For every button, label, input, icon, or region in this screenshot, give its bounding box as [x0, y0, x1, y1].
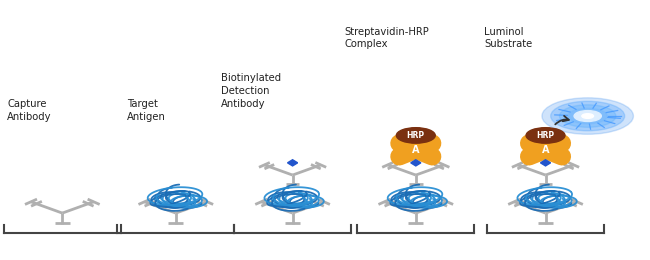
Text: Luminol
Substrate: Luminol Substrate — [484, 27, 532, 49]
Text: HRP: HRP — [407, 131, 425, 140]
Text: A: A — [412, 145, 419, 155]
Circle shape — [526, 128, 565, 143]
Circle shape — [574, 110, 601, 121]
Circle shape — [568, 108, 607, 124]
Polygon shape — [287, 160, 298, 166]
Text: Capture
Antibody: Capture Antibody — [7, 99, 52, 122]
Text: Biotinylated
Detection
Antibody: Biotinylated Detection Antibody — [221, 73, 281, 109]
Circle shape — [560, 105, 616, 127]
Polygon shape — [540, 160, 551, 166]
Text: Target
Antigen: Target Antigen — [127, 99, 166, 122]
Text: HRP: HRP — [536, 131, 554, 140]
Circle shape — [542, 98, 633, 134]
Circle shape — [551, 101, 625, 131]
Text: Streptavidin-HRP
Complex: Streptavidin-HRP Complex — [344, 27, 429, 49]
Polygon shape — [411, 160, 421, 166]
Text: A: A — [542, 145, 549, 155]
Circle shape — [396, 128, 436, 143]
Circle shape — [582, 114, 593, 118]
